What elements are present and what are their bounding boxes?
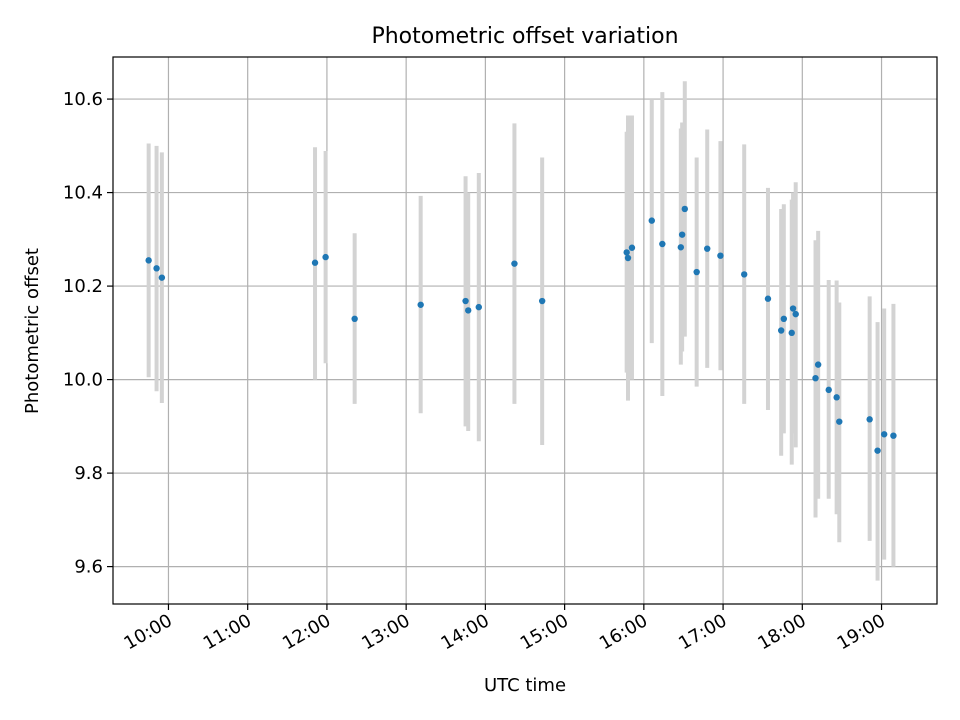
data-point [648,217,655,224]
plot-frame [112,56,938,605]
data-point [836,418,843,425]
data-point [777,327,785,334]
data-point [812,374,819,382]
data-point [158,274,166,281]
data-point [628,244,636,251]
data-point [145,257,152,264]
data-points [145,205,897,454]
data-point [780,315,788,323]
data-point [693,268,700,276]
data-point [764,295,772,302]
data-point [538,297,546,305]
data-point [678,231,686,238]
data-point [417,301,424,308]
y-tick-label: 9.6 [74,557,103,578]
data-point [890,432,897,439]
x-axis-label: UTC time [484,675,566,696]
y-tick-label: 10.6 [63,89,103,110]
data-point [465,307,472,314]
y-tick-label: 9.8 [74,463,103,484]
data-point [623,249,630,256]
grid [113,57,937,604]
y-axis-label: Photometric offset [22,248,43,414]
y-tick-label: 10.2 [63,276,103,297]
data-point [789,305,797,312]
y-tick-label: 10.0 [63,370,103,391]
chart-title: Photometric offset variation [371,24,678,49]
data-point [717,252,724,259]
data-point [311,259,319,266]
data-point [475,303,482,311]
data-point [833,394,840,401]
data-point [351,315,358,323]
data-point [814,361,822,368]
data-point [153,265,160,272]
y-tick-label: 10.4 [63,183,103,204]
data-point [322,253,329,261]
data-point [880,431,888,438]
data-point [659,240,666,248]
data-point [874,447,881,454]
data-point [792,310,799,318]
data-point [677,244,685,251]
data-point [741,271,748,278]
data-point [788,329,795,337]
data-point [511,260,518,267]
data-point [825,386,832,394]
data-point [681,205,688,213]
data-point [462,297,469,305]
data-point [624,254,632,262]
data-point [866,416,873,423]
data-point [704,245,711,252]
